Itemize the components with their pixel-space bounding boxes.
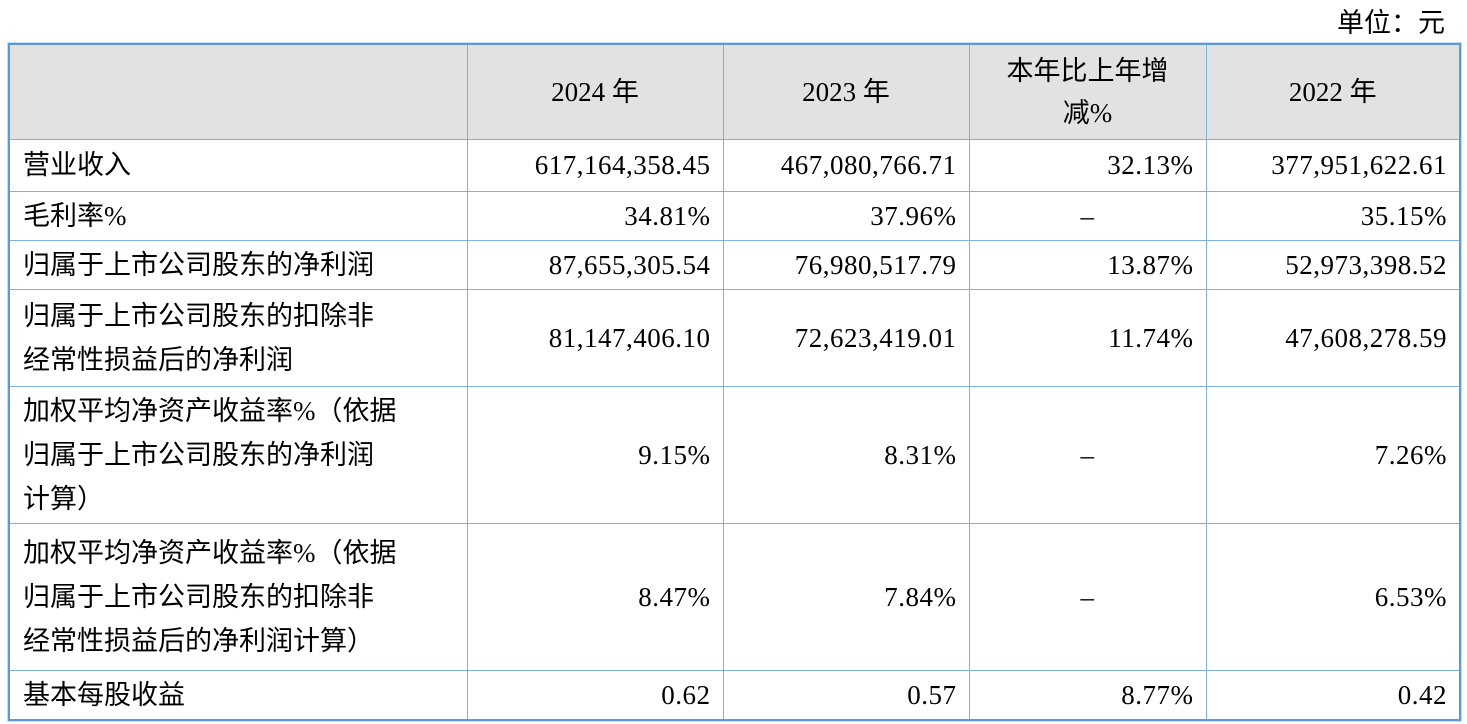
table-row: 加权平均净资产收益率%（依据 归属于上市公司股东的扣除非 经常性损益后的净利润计… [8, 522, 1461, 671]
value-cell-y2022: 47,608,278.59 [1205, 288, 1461, 387]
row-label-cell: 归属于上市公司股东的扣除非 经常性损益后的净利润 [8, 288, 468, 387]
table-row: 归属于上市公司股东的净利润 87,655,305.54 76,980,517.79 1… [8, 239, 1461, 290]
unit-label: 单位：元 [1337, 8, 1445, 38]
value-cell-y2023: 37.96% [722, 190, 970, 241]
column-header-2024: 2024 年 [466, 43, 724, 140]
value-cell-y2024: 8.47% [466, 522, 724, 671]
column-header-change: 本年比上年增 减% [968, 43, 1207, 140]
row-label-cell: 营业收入 [8, 138, 468, 192]
row-label-cell: 毛利率% [8, 190, 468, 241]
value-cell-change: – [968, 385, 1207, 524]
column-header-2022: 2022 年 [1205, 43, 1461, 140]
value-cell-y2024: 34.81% [466, 190, 724, 241]
table-row: 毛利率% 34.81% 37.96% –35.15% [8, 190, 1461, 241]
value-cell-y2022: 52,973,398.52 [1205, 239, 1461, 290]
value-cell-y2024: 0.62 [466, 669, 724, 720]
row-label-cell: 加权平均净资产收益率%（依据 归属于上市公司股东的扣除非 经常性损益后的净利润计… [8, 522, 468, 671]
value-cell-y2024: 9.15% [466, 385, 724, 524]
column-header-metric [8, 43, 468, 140]
value-cell-y2023: 467,080,766.71 [722, 138, 970, 192]
value-cell-y2024: 617,164,358.45 [466, 138, 724, 192]
value-cell-y2022: 6.53% [1205, 522, 1461, 671]
value-cell-y2022: 0.42 [1205, 669, 1461, 720]
value-cell-y2023: 72,623,419.01 [722, 288, 970, 387]
value-cell-y2022: 377,951,622.61 [1205, 138, 1461, 192]
value-cell-y2023: 8.31% [722, 385, 970, 524]
row-label-cell: 归属于上市公司股东的净利润 [8, 239, 468, 290]
value-cell-change: 32.13% [968, 138, 1207, 192]
value-cell-y2024: 81,147,406.10 [466, 288, 724, 387]
value-cell-y2024: 87,655,305.54 [466, 239, 724, 290]
table-row: 归属于上市公司股东的扣除非 经常性损益后的净利润 81,147,406.10 72,… [8, 288, 1461, 387]
value-cell-change: 8.77% [968, 669, 1207, 720]
financial-summary-table: 2024 年 2023 年 本年比上年增 减% 2022 年 营业收入 617,1… [8, 43, 1461, 721]
value-cell-y2023: 7.84% [722, 522, 970, 671]
value-cell-change: – [968, 522, 1207, 671]
row-label-cell: 加权平均净资产收益率%（依据 归属于上市公司股东的净利润 计算） [8, 385, 468, 524]
value-cell-y2022: 35.15% [1205, 190, 1461, 241]
value-cell-y2022: 7.26% [1205, 385, 1461, 524]
value-cell-change: 13.87% [968, 239, 1207, 290]
table-row: 加权平均净资产收益率%（依据 归属于上市公司股东的净利润 计算） 9.15% 8.3… [8, 385, 1461, 524]
table-row: 基本每股收益 0.62 0.57 8.77% 0.42 [8, 669, 1461, 720]
value-cell-change: 11.74% [968, 288, 1207, 387]
table-body: 营业收入 617,164,358.45 467,080,766.71 32.13% 37… [8, 138, 1461, 720]
value-cell-y2023: 0.57 [722, 669, 970, 720]
value-cell-change: – [968, 190, 1207, 241]
table-row: 营业收入 617,164,358.45 467,080,766.71 32.13% 37… [8, 138, 1461, 192]
table-header-row: 2024 年 2023 年 本年比上年增 减% 2022 年 [8, 43, 1461, 140]
row-label-cell: 基本每股收益 [8, 669, 468, 720]
value-cell-y2023: 76,980,517.79 [722, 239, 970, 290]
column-header-2023: 2023 年 [722, 43, 970, 140]
